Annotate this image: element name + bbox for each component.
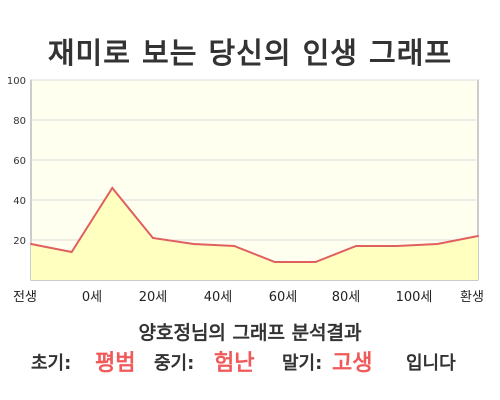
- x-tick-label: 0세: [82, 290, 102, 305]
- y-tick-label: 60: [13, 156, 26, 167]
- late-value: 고생: [332, 351, 373, 376]
- data-point: [70, 251, 73, 253]
- y-tick-label: 20: [13, 236, 26, 247]
- data-point: [314, 261, 317, 263]
- y-tick-label: 80: [13, 116, 26, 127]
- x-tick-label: 20세: [139, 290, 168, 305]
- life-line: [30, 186, 479, 263]
- mid-label: 중기:: [154, 353, 195, 374]
- x-tick-label: 60세: [269, 290, 298, 305]
- data-point: [233, 245, 236, 247]
- data-point: [151, 237, 154, 239]
- early-value: 평범: [95, 351, 136, 376]
- life-area: [31, 188, 478, 280]
- x-tick-label: 40세: [204, 290, 233, 305]
- data-point: [111, 187, 114, 189]
- data-point: [436, 243, 439, 245]
- x-tick-label: 전생: [13, 290, 37, 305]
- x-tick-label: 80세: [332, 290, 361, 305]
- y-tick-label: 40: [13, 196, 26, 207]
- x-tick-label: 100세: [396, 290, 433, 305]
- result-suffix: 입니다: [406, 353, 456, 374]
- data-point: [477, 235, 479, 237]
- x-tick-label: 환생: [460, 290, 484, 305]
- data-point: [395, 245, 398, 247]
- y-axis-ticks: 20 40 60 80 100: [7, 76, 26, 247]
- data-point: [30, 243, 32, 245]
- mid-value: 험난: [214, 351, 255, 376]
- early-label: 초기:: [31, 353, 72, 374]
- data-point: [192, 243, 195, 245]
- data-point: [273, 261, 276, 263]
- analysis-subtitle: 양호정님의 그래프 분석결과: [138, 322, 362, 344]
- y-tick-label: 100: [7, 76, 26, 87]
- analysis-result: 초기: 평범 중기: 험난 말기: 고생 입니다: [0, 346, 500, 382]
- data-point: [355, 245, 358, 247]
- chart-title: 재미로 보는 당신의 인생 그래프: [47, 36, 453, 70]
- x-axis-ticks: 전생 0세 20세 40세 60세 80세 100세 환생: [13, 290, 484, 305]
- late-label: 말기:: [282, 353, 323, 374]
